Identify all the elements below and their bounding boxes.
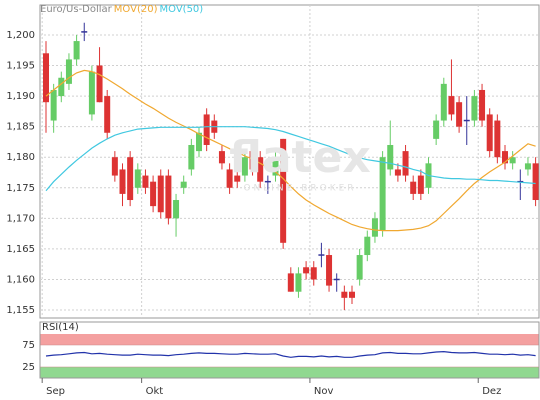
overbought-band [40, 334, 539, 345]
candle-body [88, 71, 95, 115]
candle-body [203, 114, 210, 145]
x-tick-label: Sep [46, 386, 65, 397]
x-tick-label: Dez [482, 386, 501, 397]
candle-body [188, 144, 195, 170]
x-tick-label: Okt [146, 386, 164, 397]
y-tick-label: 75 [22, 340, 35, 351]
candle-body [471, 96, 478, 121]
candle-body [111, 157, 118, 176]
oversold-band [40, 367, 539, 378]
candle-body [280, 138, 287, 243]
y-tick-label: 1,185 [6, 122, 35, 133]
candle-body [196, 132, 202, 152]
candle-body [226, 169, 233, 188]
candle-body [127, 157, 134, 201]
candle-body [58, 77, 65, 97]
candle-body [341, 291, 348, 298]
candle-body [502, 151, 508, 164]
candle-body [371, 218, 378, 237]
candle-body [50, 89, 57, 121]
y-tick-label: 1,195 [6, 61, 35, 72]
candle-body [364, 236, 371, 256]
y-tick-label: 1,155 [6, 305, 35, 316]
y-tick-label: 1,160 [6, 274, 35, 285]
watermark-sub: ONLINE BROKER [243, 184, 356, 194]
candle-body [180, 181, 187, 188]
x-tick-label: Nov [314, 386, 334, 397]
candle-body [456, 102, 463, 127]
candle-body [272, 157, 279, 176]
candle-body [241, 157, 248, 176]
y-tick-label: 25 [22, 362, 35, 373]
candle-body [440, 83, 447, 121]
candle-body [402, 151, 409, 176]
candle-body [349, 291, 355, 298]
candle-body [448, 96, 455, 115]
candle-body [524, 163, 531, 170]
series-line [45, 350, 536, 358]
candle-body [494, 120, 501, 158]
panel-title: RSI(14) [42, 322, 79, 333]
candle-body [486, 114, 493, 152]
candle-body [532, 163, 539, 201]
series-line [45, 126, 536, 192]
y-tick-label: 1,170 [6, 213, 35, 224]
candle-body [326, 255, 333, 286]
candle-body [104, 96, 111, 133]
y-tick-label: 1,190 [6, 91, 35, 102]
candle-body [65, 59, 72, 84]
candle-body [394, 169, 401, 176]
candle-body [150, 181, 157, 207]
y-tick-label: 1,200 [6, 30, 35, 41]
candle-body [379, 157, 386, 231]
candle-body [43, 53, 49, 103]
candle-body [479, 89, 486, 121]
candle-body [119, 169, 126, 194]
candle-body [287, 273, 294, 292]
y-tick-label: 1,165 [6, 244, 35, 255]
candle-body [295, 273, 302, 292]
candle-body [310, 267, 317, 280]
watermark: flatex [229, 132, 371, 183]
legend-entry: Euro/Us-Dollar [40, 4, 113, 15]
candle-body [218, 151, 225, 164]
candle-body [410, 181, 417, 194]
candle-body [96, 65, 103, 103]
candle-body [249, 151, 256, 170]
candle-body [134, 169, 141, 188]
y-tick-label: 1,180 [6, 152, 35, 163]
candle-body [157, 175, 164, 213]
series-line [45, 69, 536, 232]
legend-entry: MOV(50) [160, 4, 204, 15]
candle-body [387, 144, 394, 170]
price-panel [39, 4, 540, 319]
legend-entry: MOV(20) [114, 4, 158, 15]
candle-body [173, 200, 180, 219]
y-tick-label: 1,175 [6, 183, 35, 194]
candle-body [234, 175, 241, 182]
candle-body [356, 255, 363, 280]
candle-body [165, 175, 172, 219]
candle-body [142, 175, 149, 188]
candle-body [257, 157, 264, 182]
candle-body [303, 267, 310, 274]
candle-body [509, 157, 516, 164]
candle-body [433, 120, 440, 139]
candle-body [417, 175, 424, 194]
candle-body [73, 41, 80, 60]
